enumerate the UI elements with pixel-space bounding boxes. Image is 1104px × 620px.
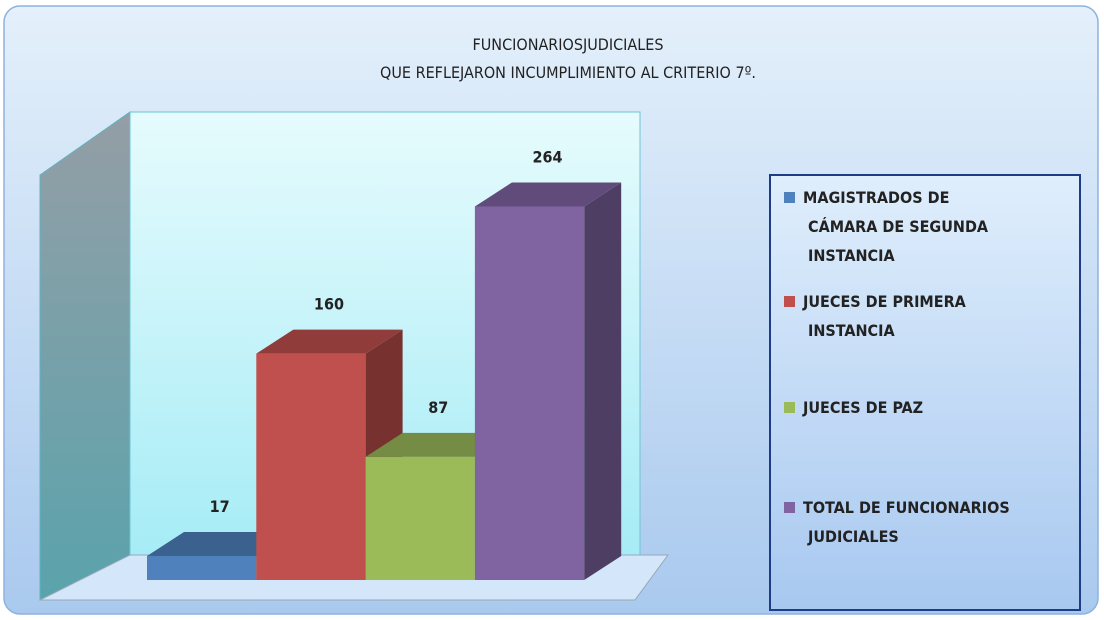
- bar: [256, 353, 366, 580]
- chart-title: FUNCIONARIOSJUDICIALES: [472, 35, 663, 54]
- bar-top: [256, 329, 403, 354]
- chart-subtitle: QUE REFLEJARON INCUMPLIMIENTO AL CRITERI…: [380, 63, 756, 82]
- data-label: 264: [533, 147, 563, 166]
- data-label: 160: [314, 295, 344, 314]
- bar: [474, 206, 585, 580]
- legend-swatch: [784, 192, 795, 203]
- legend-label: JUECES DE PRIMERA INSTANCIA: [802, 292, 967, 340]
- bar-top: [474, 182, 622, 207]
- legend-label: MAGISTRADOS DE CÁMARA DE SEGUNDA INSTANC…: [803, 188, 989, 265]
- data-label: 87: [428, 398, 448, 417]
- data-label: 17: [210, 497, 230, 516]
- legend-swatch: [784, 402, 795, 413]
- bar: [365, 456, 475, 580]
- side-wall: [39, 111, 131, 601]
- legend-label: TOTAL DE FUNCIONARIOS JUDICIALES: [803, 498, 1010, 546]
- legend-swatch: [784, 502, 795, 513]
- bar: [147, 555, 257, 580]
- legend-label: JUECES DE PAZ: [802, 398, 923, 417]
- bar-side: [584, 182, 622, 580]
- legend-swatch: [784, 296, 795, 307]
- legend: [769, 174, 1081, 611]
